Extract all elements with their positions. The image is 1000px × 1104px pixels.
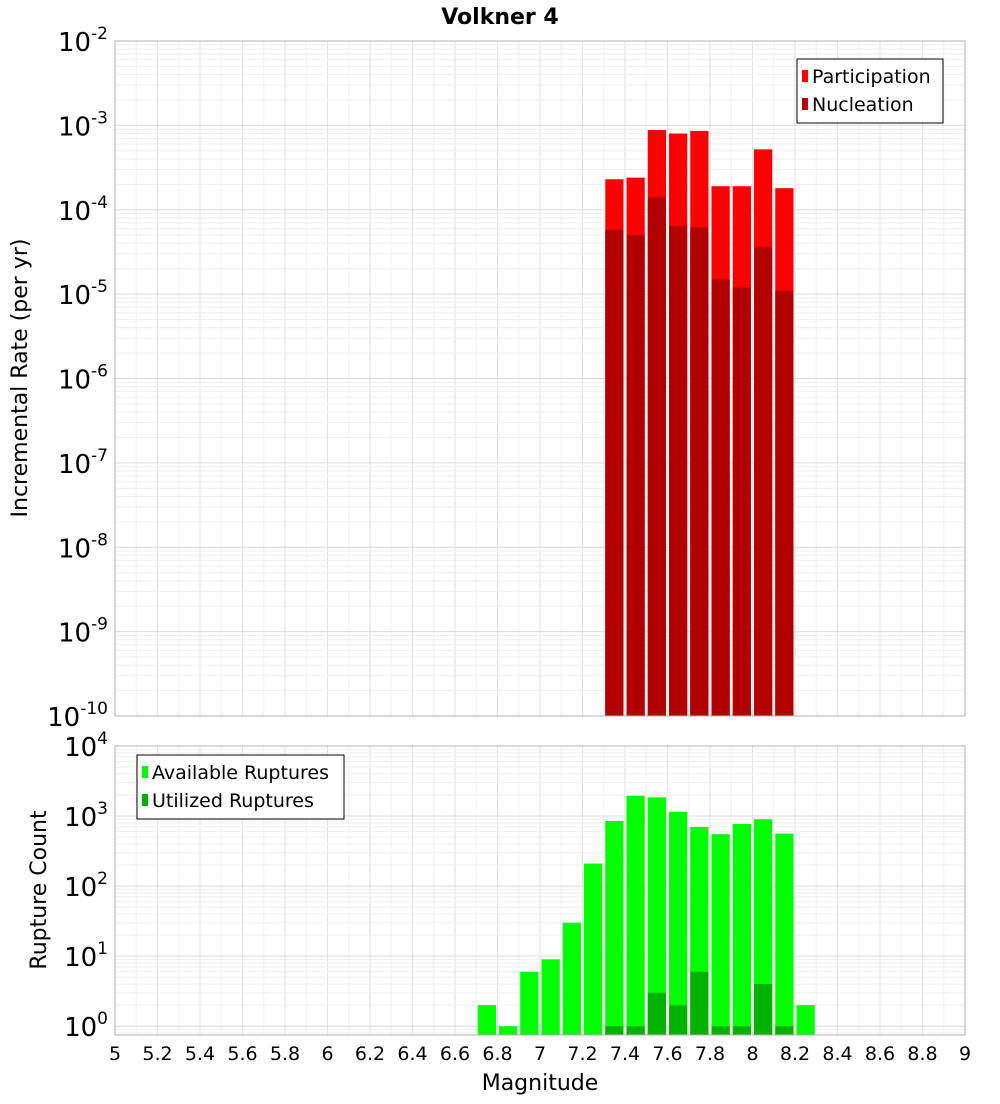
bottom-bar-available-ruptures — [775, 833, 794, 1035]
bottom-legend-box — [136, 754, 345, 820]
chart-title: Volkner 4 — [441, 5, 559, 30]
bottom-bar-available-ruptures — [562, 922, 581, 1035]
bottom-y-tick-label: 100 — [64, 1009, 108, 1043]
bottom-x-tick-label: 8.6 — [865, 1043, 895, 1065]
bottom-x-tick-label: 8.4 — [822, 1043, 852, 1065]
bottom-bar-available-ruptures — [669, 811, 688, 1035]
bottom-x-tick-label: 6.4 — [397, 1043, 427, 1065]
top-y-tick-label: 10-3 — [58, 108, 108, 142]
bottom-x-tick-label: 5.6 — [227, 1043, 257, 1065]
bottom-x-tick-label: 7.6 — [652, 1043, 682, 1065]
bottom-x-tick-label: 8 — [746, 1043, 758, 1065]
top-legend-label: Nucleation — [812, 94, 914, 116]
bottom-bar-utilized-ruptures — [605, 1026, 624, 1035]
top-bar-nucleation — [775, 290, 794, 716]
bottom-bar-available-ruptures — [477, 1005, 496, 1035]
bottom-x-tick-label: 7 — [534, 1043, 546, 1065]
x-axis-label: Magnitude — [482, 1071, 599, 1096]
bottom-legend-label: Utilized Ruptures — [152, 790, 314, 812]
bottom-bar-available-ruptures — [796, 1005, 815, 1035]
top-bar-nucleation — [732, 287, 751, 716]
bottom-bar-available-ruptures — [626, 795, 645, 1035]
bottom-x-tick-label: 5 — [109, 1043, 121, 1065]
bottom-legend: Available Ruptures Utilized Ruptures — [136, 754, 345, 820]
bottom-bar-utilized-ruptures — [775, 1026, 794, 1035]
top-bar-nucleation — [647, 197, 666, 717]
top-plot-border — [114, 40, 966, 717]
bottom-x-tick-label: 6.2 — [355, 1043, 385, 1065]
top-y-tick-label: 10-6 — [58, 362, 108, 396]
top-y-tick-label: 10-7 — [58, 446, 108, 480]
bottom-x-tick-label: 6.8 — [482, 1043, 512, 1065]
bottom-bar-available-ruptures — [732, 824, 751, 1035]
bottom-x-tick-label: 5.2 — [142, 1043, 172, 1065]
top-y-tick-label: 10-5 — [58, 277, 108, 311]
bottom-x-tick-label: 8.8 — [907, 1043, 937, 1065]
bottom-bar-utilized-ruptures — [732, 1026, 751, 1035]
bottom-bar-available-ruptures — [541, 959, 560, 1035]
bottom-x-tick-label: 7.2 — [567, 1043, 597, 1065]
bottom-bar-available-ruptures — [605, 821, 624, 1035]
bottom-legend-swatch — [142, 766, 148, 778]
top-legend-swatch — [802, 70, 808, 82]
bottom-bar-utilized-ruptures — [690, 971, 709, 1035]
top-y-tick-label: 10-8 — [58, 530, 108, 564]
top-bar-nucleation — [754, 247, 773, 716]
bottom-bar-available-ruptures — [754, 819, 773, 1035]
bottom-x-tick-label: 9 — [959, 1043, 971, 1065]
bottom-y-tick-label: 101 — [64, 939, 108, 973]
bottom-legend-label: Available Ruptures — [152, 762, 329, 784]
top-panel: 10-10 10-9 10-8 10-7 10-6 10-5 10-4 10-3 10-2 Par… — [47, 24, 966, 733]
top-legend-box — [796, 58, 944, 124]
top-bar-nucleation — [605, 229, 624, 717]
bottom-y-tick-label: 104 — [64, 729, 108, 763]
bottom-bar-available-ruptures — [499, 1026, 518, 1035]
bottom-legend-swatch — [142, 794, 148, 806]
bottom-y-tick-label: 103 — [64, 799, 108, 833]
top-y-tick-label: 10-4 — [58, 193, 108, 227]
bottom-x-tick-label: 8.2 — [780, 1043, 810, 1065]
bottom-bar-utilized-ruptures — [626, 1026, 645, 1035]
bottom-y-axis-label: Rupture Count — [27, 810, 52, 970]
top-bar-nucleation — [669, 226, 688, 716]
top-legend: Participation Nucleation — [796, 58, 944, 124]
top-bar-nucleation — [690, 227, 709, 716]
top-y-tick-label: 10-9 — [58, 615, 108, 649]
bottom-bar-available-ruptures — [520, 971, 539, 1035]
bottom-x-tick-label: 7.8 — [695, 1043, 725, 1065]
bottom-bar-available-ruptures — [647, 797, 666, 1035]
bottom-bar-utilized-ruptures — [647, 992, 666, 1035]
top-bar-nucleation — [711, 279, 730, 716]
bottom-bar-utilized-ruptures — [669, 1005, 688, 1035]
top-y-tick-label: 10-2 — [58, 24, 108, 58]
bottom-y-tick-label: 102 — [64, 869, 108, 903]
top-y-axis-label: Incremental Rate (per yr) — [8, 239, 33, 518]
bottom-bar-utilized-ruptures — [754, 984, 773, 1035]
bottom-bar-available-ruptures — [584, 863, 603, 1035]
bottom-bar-utilized-ruptures — [711, 1026, 730, 1035]
bottom-plot-border — [114, 745, 966, 1036]
bottom-x-tick-label: 6 — [321, 1043, 333, 1065]
top-legend-label: Participation — [812, 66, 931, 88]
bottom-bar-available-ruptures — [711, 834, 730, 1035]
top-legend-swatch — [802, 98, 808, 110]
bottom-panel: 100 101 102 103 104 5 5.2 5.4 5.6 5.8 6 6.2 6.4 6.6 6.… — [64, 729, 971, 1065]
bottom-x-tick-label: 6.6 — [440, 1043, 470, 1065]
bottom-x-tick-label: 5.8 — [270, 1043, 300, 1065]
top-bar-nucleation — [626, 235, 645, 716]
top-y-tick-label: 10-10 — [47, 699, 108, 733]
bottom-x-tick-label: 7.4 — [610, 1043, 640, 1065]
bottom-x-tick-label: 5.4 — [185, 1043, 215, 1065]
